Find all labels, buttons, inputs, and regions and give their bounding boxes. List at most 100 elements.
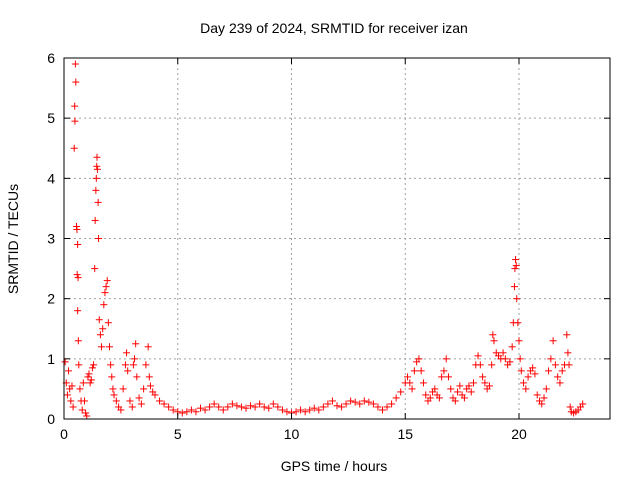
data-point xyxy=(564,349,572,357)
data-point xyxy=(319,403,327,411)
data-point xyxy=(524,373,532,381)
data-point xyxy=(347,397,355,405)
data-point xyxy=(579,400,587,408)
data-point xyxy=(65,367,73,375)
data-point xyxy=(71,60,79,68)
data-point xyxy=(516,355,524,363)
data-point xyxy=(310,404,318,412)
data-point xyxy=(85,370,93,378)
data-point xyxy=(506,358,514,366)
data-point xyxy=(74,241,82,249)
data-point xyxy=(431,385,439,393)
data-point xyxy=(106,343,113,351)
data-point xyxy=(545,367,553,375)
data-points xyxy=(61,60,587,420)
data-point xyxy=(178,409,186,417)
data-point xyxy=(531,370,539,378)
data-point xyxy=(74,307,82,315)
data-point xyxy=(435,394,443,402)
data-point xyxy=(95,235,103,242)
data-point xyxy=(169,406,177,414)
data-point xyxy=(224,403,232,411)
data-point xyxy=(426,394,434,402)
data-point xyxy=(91,216,99,224)
data-point xyxy=(61,358,69,366)
data-point xyxy=(511,265,519,273)
data-point xyxy=(70,144,78,152)
data-point xyxy=(512,256,520,264)
data-point xyxy=(438,373,446,381)
data-point xyxy=(269,400,277,408)
data-point xyxy=(183,408,191,416)
data-point xyxy=(499,349,507,357)
data-point xyxy=(123,349,131,357)
data-point xyxy=(397,388,405,396)
data-point xyxy=(242,404,250,412)
data-point xyxy=(67,397,75,405)
data-point xyxy=(112,397,120,405)
data-point xyxy=(121,361,129,369)
data-point xyxy=(135,394,143,402)
data-point xyxy=(301,408,309,416)
data-point xyxy=(360,397,368,405)
y-tick-label: 1 xyxy=(47,351,55,367)
data-point xyxy=(485,382,493,390)
data-point xyxy=(210,400,218,408)
data-point xyxy=(419,379,427,387)
data-point xyxy=(404,373,412,381)
data-point xyxy=(110,391,118,399)
data-point xyxy=(365,398,373,406)
data-point xyxy=(512,262,520,270)
data-point xyxy=(481,379,489,387)
data-point xyxy=(474,352,482,360)
data-point xyxy=(192,408,200,416)
y-axis-label: SRMTID / TECUs xyxy=(5,184,21,294)
data-point xyxy=(470,379,477,387)
data-point xyxy=(554,373,562,381)
data-point xyxy=(388,400,396,408)
data-point xyxy=(187,406,195,414)
data-point xyxy=(490,337,498,345)
data-point xyxy=(540,394,548,402)
data-point xyxy=(94,198,102,206)
data-point xyxy=(201,406,209,414)
data-point xyxy=(410,367,418,375)
data-point xyxy=(374,403,382,411)
y-tick-label: 2 xyxy=(47,291,55,307)
data-point xyxy=(406,379,414,387)
data-point xyxy=(103,277,111,285)
data-point xyxy=(117,406,125,414)
data-point xyxy=(133,373,141,381)
x-tick-label: 10 xyxy=(284,426,300,442)
data-point xyxy=(324,400,332,408)
data-point xyxy=(563,331,571,339)
data-point xyxy=(460,394,468,402)
data-point xyxy=(442,355,450,363)
data-point xyxy=(126,397,134,405)
data-point xyxy=(369,400,377,408)
data-point xyxy=(247,402,255,410)
data-point xyxy=(104,319,112,327)
data-point xyxy=(328,397,336,405)
data-point xyxy=(342,400,350,408)
data-point xyxy=(100,301,108,309)
data-point xyxy=(96,331,104,339)
data-point xyxy=(93,162,101,170)
data-point xyxy=(315,406,323,414)
data-point xyxy=(78,406,86,414)
data-point xyxy=(488,361,496,369)
data-point xyxy=(101,289,109,297)
data-point xyxy=(84,373,92,381)
data-point xyxy=(92,174,100,182)
data-point xyxy=(542,385,550,393)
data-point xyxy=(79,379,87,387)
data-point xyxy=(520,379,528,387)
data-point xyxy=(510,283,518,291)
data-point xyxy=(292,408,300,416)
data-point xyxy=(533,391,541,399)
data-point xyxy=(99,325,107,333)
data-point xyxy=(440,367,448,375)
data-point xyxy=(74,274,82,282)
data-point xyxy=(538,400,546,408)
data-point xyxy=(379,406,386,414)
